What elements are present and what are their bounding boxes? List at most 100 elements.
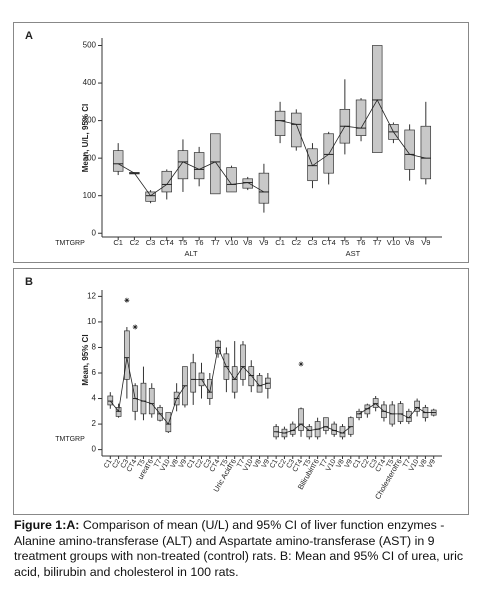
box (190, 362, 197, 393)
caption-label: Figure 1:A: (14, 518, 80, 532)
group-label: ALT (184, 249, 198, 258)
box (397, 403, 404, 422)
x-tick-label: V8 (405, 238, 414, 247)
y-tick-label: 2 (92, 419, 97, 428)
group-label: AST (346, 249, 361, 258)
outlier (124, 297, 130, 303)
y-tick-label: 10 (87, 317, 96, 326)
x-tick-label: V9 (427, 458, 437, 469)
box (107, 395, 114, 406)
x-tick-label: C2 (360, 458, 371, 469)
box (148, 387, 155, 415)
x-tick-label: C3 (368, 458, 379, 469)
box (323, 417, 329, 431)
x-tick-label: V8 (243, 238, 252, 247)
x-tick-label: T5 (340, 238, 349, 247)
x-tick-label: C2 (277, 458, 288, 469)
box (248, 366, 255, 387)
x-tick-label: V8 (335, 458, 345, 469)
x-tick-label: V8 (170, 458, 180, 469)
x-tick-label: C1 (352, 458, 363, 469)
x-tick-label: C2 (111, 458, 122, 469)
y-tick-label: 100 (83, 191, 97, 200)
box (414, 400, 420, 412)
y-tick-label: 300 (83, 116, 97, 125)
x-tick-label: T5 (220, 458, 230, 469)
x-tick-label: V10 (387, 238, 400, 247)
box (124, 330, 130, 380)
y-tick-label: 0 (92, 228, 97, 237)
x-tick-label: T7 (236, 458, 246, 469)
x-tick-label: T5 (385, 458, 395, 469)
x-tick-label: C2 (194, 458, 205, 469)
y-tick-label: 12 (87, 291, 96, 300)
box (372, 398, 379, 408)
box (323, 133, 334, 174)
x-tick-label: C3 (120, 458, 131, 469)
median-line (109, 357, 186, 425)
x-tick-label: T7 (153, 458, 163, 469)
caption: Figure 1:A: Comparison of mean (U/L) and… (14, 518, 466, 580)
box (306, 426, 313, 438)
median-line (276, 423, 352, 434)
x-tick-label: T6 (195, 238, 204, 247)
x-tick-label: V8 (253, 458, 263, 469)
panel-label: B (25, 276, 33, 288)
box (372, 45, 383, 153)
x-tick-label: T7 (211, 238, 220, 247)
x-tick-label: C3 (286, 458, 297, 469)
x-axis-label: TMTGRP (55, 436, 85, 443)
x-tick-label: V10 (225, 238, 238, 247)
box (177, 150, 189, 180)
box (240, 344, 246, 380)
box (256, 375, 263, 393)
median-line (280, 99, 426, 167)
x-tick-label: T6 (311, 458, 321, 469)
outlier (298, 361, 304, 367)
y-axis-label: Mean, 95% CI (81, 334, 90, 385)
box (404, 129, 415, 170)
box (165, 412, 172, 433)
x-tick-label: V9 (344, 458, 354, 469)
x-tick-label: T5 (302, 458, 312, 469)
x-tick-label: C1 (103, 458, 114, 469)
x-axis-label: TMTGRP (55, 240, 85, 247)
x-tick-label: T7 (319, 458, 329, 469)
panel-frame (13, 22, 469, 263)
box (289, 423, 296, 435)
box (389, 404, 396, 425)
box (193, 152, 205, 180)
panel-frame (13, 268, 469, 515)
x-tick-label: C1 (275, 238, 285, 247)
x-tick-label: C3 (308, 238, 318, 247)
box (347, 417, 354, 435)
x-tick-label: T6 (145, 458, 155, 469)
x-tick-label: T6 (394, 458, 404, 469)
x-tick-label: T7 (402, 458, 412, 469)
box (274, 110, 286, 136)
x-tick-label: C1 (186, 458, 197, 469)
box (420, 125, 432, 180)
x-tick-label: C3 (146, 238, 156, 247)
box (161, 170, 172, 193)
x-tick-label: V8 (418, 458, 428, 469)
x-tick-label: V9 (259, 238, 268, 247)
x-tick-label: C1 (269, 458, 280, 469)
box (339, 426, 346, 438)
caption-text: Comparison of mean (U/L) and 95% CI of l… (14, 518, 464, 579)
y-tick-label: 500 (83, 41, 97, 50)
y-tick-label: 6 (92, 368, 97, 377)
box (115, 407, 122, 417)
x-tick-label: V9 (178, 458, 188, 469)
panel-label: A (25, 30, 33, 42)
box (112, 150, 124, 172)
x-tick-label: C2 (130, 238, 140, 247)
x-tick-label: C2 (291, 238, 301, 247)
x-tick-label: CT4 (322, 238, 336, 247)
x-tick-label: T6 (357, 238, 366, 247)
box (291, 112, 302, 148)
box (405, 410, 412, 422)
box (140, 382, 147, 415)
x-tick-label: T5 (179, 238, 188, 247)
